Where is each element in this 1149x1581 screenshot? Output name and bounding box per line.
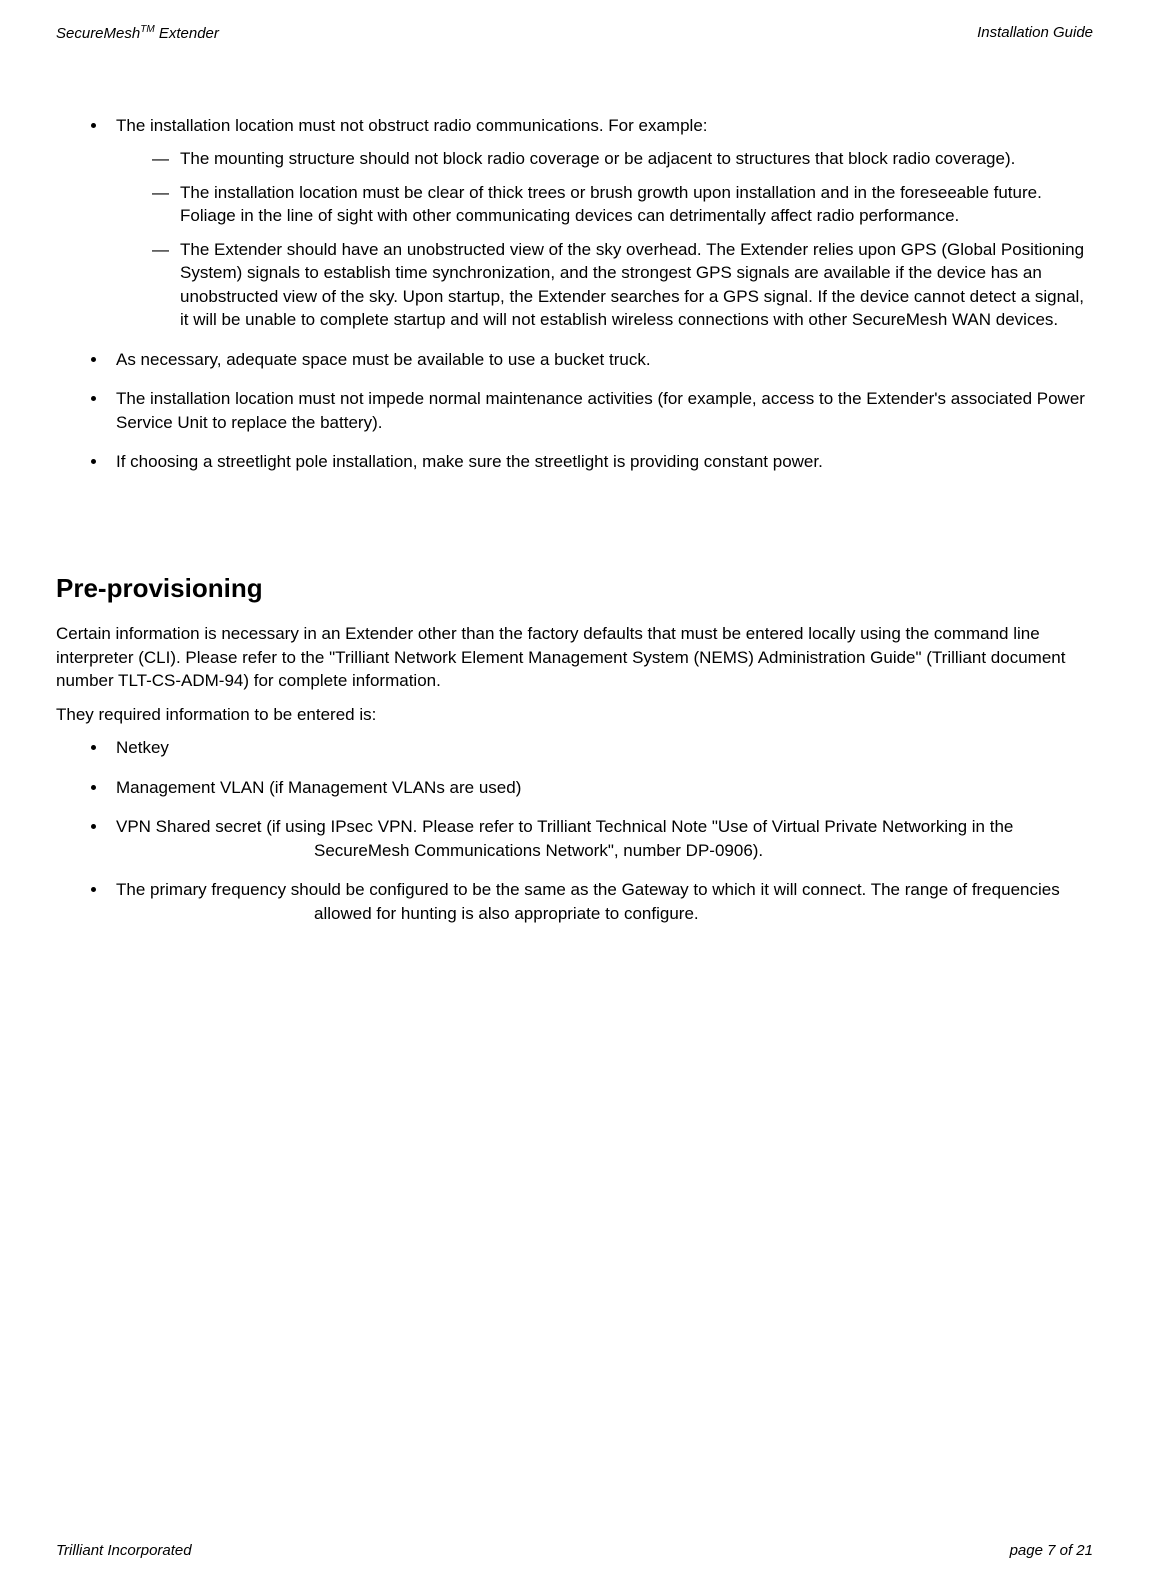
list-item: VPN Shared secret (if using IPsec VPN. P…	[108, 815, 1093, 862]
list-item: Management VLAN (if Management VLANs are…	[108, 776, 1093, 799]
list-item: If choosing a streetlight pole installat…	[108, 450, 1093, 473]
body-paragraph: They required information to be entered …	[56, 703, 1093, 726]
sub-list-item: The Extender should have an unobstructed…	[180, 238, 1093, 332]
footer-right: page 7 of 21	[1010, 1542, 1093, 1559]
footer-left: Trilliant Incorporated	[56, 1542, 192, 1559]
list-item: The installation location must not obstr…	[108, 114, 1093, 332]
header-right: Installation Guide	[977, 24, 1093, 42]
list-item: The installation location must not imped…	[108, 387, 1093, 434]
list-item-text: The primary frequency should be configur…	[116, 878, 1093, 925]
page: SecureMeshTM Extender Installation Guide…	[0, 0, 1149, 1581]
sub-list-item: The installation location must be clear …	[180, 181, 1093, 228]
sub-list-item: The mounting structure should not block …	[180, 147, 1093, 170]
list-item-text: VPN Shared secret (if using IPsec VPN. P…	[116, 815, 1093, 862]
list-item: As necessary, adequate space must be ava…	[108, 348, 1093, 371]
header-trademark: TM	[140, 24, 154, 35]
list-item-text: The installation location must not obstr…	[116, 116, 708, 135]
preprov-list: Netkey Management VLAN (if Management VL…	[56, 736, 1093, 925]
page-header: SecureMeshTM Extender Installation Guide	[56, 24, 1093, 42]
section-heading: Pre-provisioning	[56, 573, 1093, 604]
list-item: The primary frequency should be configur…	[108, 878, 1093, 925]
header-left-post: Extender	[155, 25, 219, 42]
list-item: Netkey	[108, 736, 1093, 759]
header-left-pre: SecureMesh	[56, 25, 140, 42]
sub-list: The mounting structure should not block …	[116, 147, 1093, 331]
requirements-list: The installation location must not obstr…	[56, 114, 1093, 473]
header-left: SecureMeshTM Extender	[56, 24, 219, 42]
page-footer: Trilliant Incorporated page 7 of 21	[56, 1542, 1093, 1559]
body-paragraph: Certain information is necessary in an E…	[56, 622, 1093, 692]
